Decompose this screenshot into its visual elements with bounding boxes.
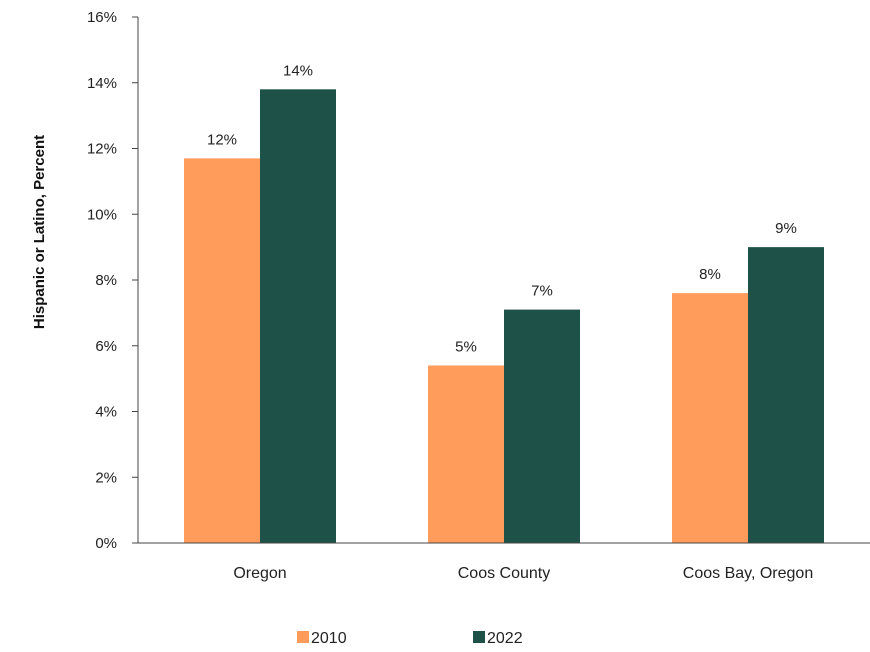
data-label: 12%: [207, 131, 237, 148]
x-tick-label: Oregon: [233, 565, 286, 582]
bars: [184, 89, 824, 544]
data-label: 14%: [283, 62, 313, 79]
legend-swatch: [297, 631, 309, 643]
bar: [184, 158, 260, 544]
y-tick-label: 16%: [87, 9, 117, 26]
y-tick-label: 14%: [87, 75, 117, 92]
data-labels: 12% 14% 5% 7% 8% 9%: [207, 62, 797, 355]
y-tick-label: 2%: [95, 469, 117, 486]
bar: [260, 89, 336, 543]
data-label: 7%: [531, 283, 553, 300]
bar: [748, 247, 824, 543]
y-tick-label: 0%: [95, 535, 117, 552]
y-tick-label: 12%: [87, 141, 117, 158]
bar: [428, 365, 504, 543]
bar: [672, 293, 748, 543]
y-tick-label: 10%: [87, 206, 117, 223]
y-tick-label: 4%: [95, 404, 117, 421]
data-label: 9%: [775, 220, 797, 237]
legend-label: 2022: [487, 630, 523, 647]
x-tick-label: Coos County: [458, 565, 551, 582]
legend-label: 2010: [311, 630, 347, 647]
legend: 2010 2022: [297, 630, 523, 647]
bar: [504, 309, 580, 543]
y-tick-label: 8%: [95, 272, 117, 289]
x-axis: Oregon Coos County Coos Bay, Oregon: [138, 542, 870, 582]
y-axis: 0% 2% 4% 6% 8% 10% 12% 14% 16%: [87, 9, 139, 552]
data-label: 5%: [455, 338, 477, 355]
x-tick-label: Coos Bay, Oregon: [683, 565, 813, 582]
y-tick-label: 6%: [95, 338, 117, 355]
y-axis-label: Hispanic or Latino, Percent: [31, 135, 48, 329]
data-label: 8%: [699, 266, 721, 283]
legend-swatch: [473, 631, 485, 643]
